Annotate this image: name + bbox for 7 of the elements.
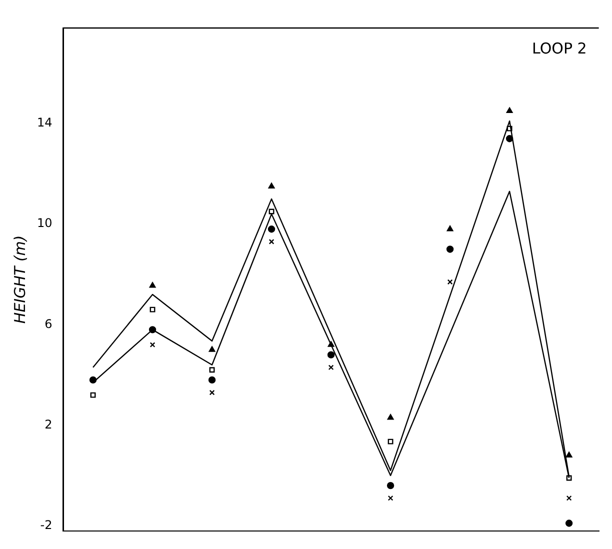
y-axis-title: HEIGHT (m): [10, 235, 29, 324]
y-tick-label: -2: [40, 518, 52, 532]
y-tick-label: 14: [36, 116, 52, 130]
y-tick-label: 10: [36, 216, 52, 230]
y-tick-label: 2: [44, 417, 52, 432]
y-tick-label: 6: [44, 316, 52, 331]
annotation: LOOP 2: [532, 39, 587, 58]
